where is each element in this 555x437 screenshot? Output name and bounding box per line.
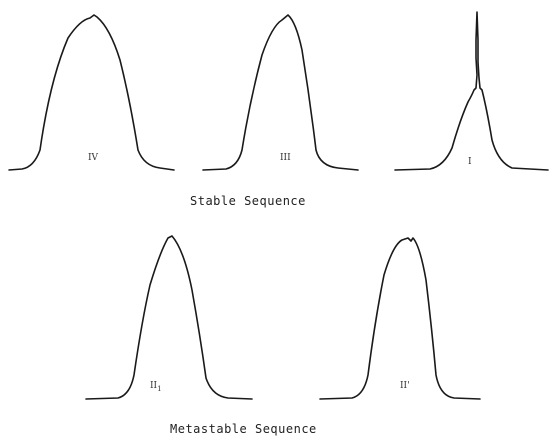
caption-stable: Stable Sequence [190, 194, 306, 208]
label-iv: IV [88, 153, 99, 163]
peak-trace-ii1 [85, 235, 253, 400]
panel-iv: IV [8, 14, 175, 171]
panel-i: I [394, 11, 549, 171]
label-iip: II' [400, 381, 410, 391]
label-i: I [468, 157, 472, 167]
label-ii1-subscript: 1 [157, 385, 161, 393]
label-iii: III [280, 153, 291, 163]
peak-trace-i [394, 11, 549, 171]
caption-metastable: Metastable Sequence [170, 422, 317, 436]
panel-iip: II' [319, 237, 481, 400]
peak-trace-iii [202, 14, 359, 171]
label-ii1-main: II [150, 381, 158, 391]
panel-ii1: II1 [85, 235, 253, 400]
label-ii1: II1 [150, 381, 162, 393]
peak-trace-iip [319, 237, 481, 400]
peak-trace-iv [8, 14, 175, 171]
panel-iii: III [202, 14, 359, 171]
